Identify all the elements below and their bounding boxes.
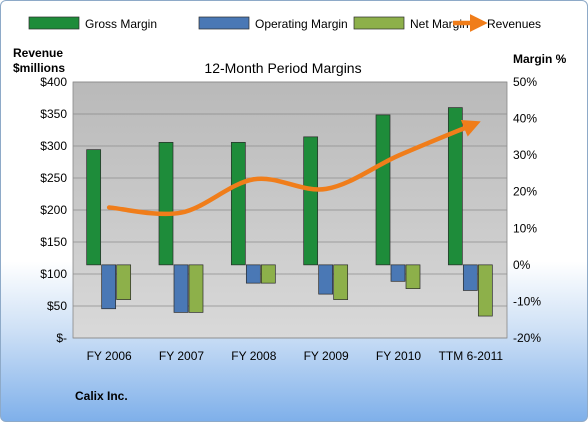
category-label: TTM 6-2011	[439, 349, 504, 363]
right-axis-title: Margin %	[513, 52, 567, 66]
legend-swatch	[353, 16, 405, 30]
category-label: FY 2006	[87, 349, 132, 363]
operating-margin-bar	[101, 264, 117, 310]
gross-margin-bar	[230, 141, 246, 266]
legend-label: Revenues	[487, 17, 541, 31]
right-tick-label: 30%	[513, 148, 537, 162]
company-name: Calix Inc.	[75, 389, 128, 403]
operating-margin-bar	[462, 264, 478, 291]
right-tick-label: 50%	[513, 75, 537, 89]
legend-label: Operating Margin	[255, 17, 348, 31]
x-axis: FY 2006 FY 2007 FY 2008 FY 2009 FY 2010 TTM 6…	[87, 349, 504, 363]
bars	[86, 107, 493, 317]
left-tick-label: $350	[40, 107, 67, 121]
revenue-line	[106, 119, 481, 217]
left-tick-label: $400	[40, 75, 67, 89]
category-label: FY 2010	[376, 349, 421, 363]
net-margin-bar	[116, 264, 132, 300]
gross-margin-bar	[447, 107, 463, 266]
category-label: FY 2007	[159, 349, 204, 363]
right-tick-label: 10%	[513, 221, 537, 235]
net-margin-bar	[188, 264, 204, 313]
net-margin-bar	[333, 264, 349, 300]
left-tick-label: $-	[56, 331, 67, 345]
gridlines	[73, 81, 507, 339]
left-axis-title-line2: $millions	[13, 61, 65, 75]
right-tick-label: -10%	[513, 294, 541, 308]
net-margin-bar	[477, 264, 493, 317]
left-tick-label: $50	[47, 299, 67, 313]
left-axis: $- $50 $100 $150 $200 $250 $300 $350 $400	[40, 75, 67, 345]
left-tick-label: $250	[40, 171, 67, 185]
net-margin-bar	[260, 264, 276, 284]
operating-margin-bar	[245, 264, 261, 284]
right-axis: -20% -10% 0% 10% 20% 30% 40% 50%	[513, 75, 541, 345]
net-margin-bar	[405, 264, 421, 289]
left-tick-label: $200	[40, 203, 67, 217]
legend-label: Net Margin	[410, 17, 469, 31]
right-tick-label: 40%	[513, 112, 537, 126]
operating-margin-bar	[318, 264, 334, 295]
left-tick-label: $300	[40, 139, 67, 153]
legend-swatch	[198, 16, 250, 30]
revenues-line	[106, 119, 481, 217]
legend: Gross Margin Operating Margin Net Margin Re…	[28, 14, 541, 32]
legend-label: Gross Margin	[85, 17, 157, 31]
gross-margin-bar	[303, 136, 319, 266]
right-tick-label: 0%	[513, 258, 531, 272]
gross-margin-bar	[86, 149, 102, 266]
legend-swatch	[28, 16, 80, 30]
left-tick-label: $100	[40, 267, 67, 281]
gross-margin-bar	[158, 141, 174, 266]
right-tick-label: 20%	[513, 185, 537, 199]
left-axis-title-line1: Revenue	[13, 46, 63, 60]
operating-margin-bar	[173, 264, 189, 313]
category-label: FY 2009	[304, 349, 349, 363]
gross-margin-bar	[375, 114, 391, 266]
chart-title: 12-Month Period Margins	[204, 60, 361, 76]
left-tick-label: $150	[40, 235, 67, 249]
right-tick-label: -20%	[513, 331, 541, 345]
operating-margin-bar	[390, 264, 406, 282]
category-label: FY 2008	[231, 349, 276, 363]
